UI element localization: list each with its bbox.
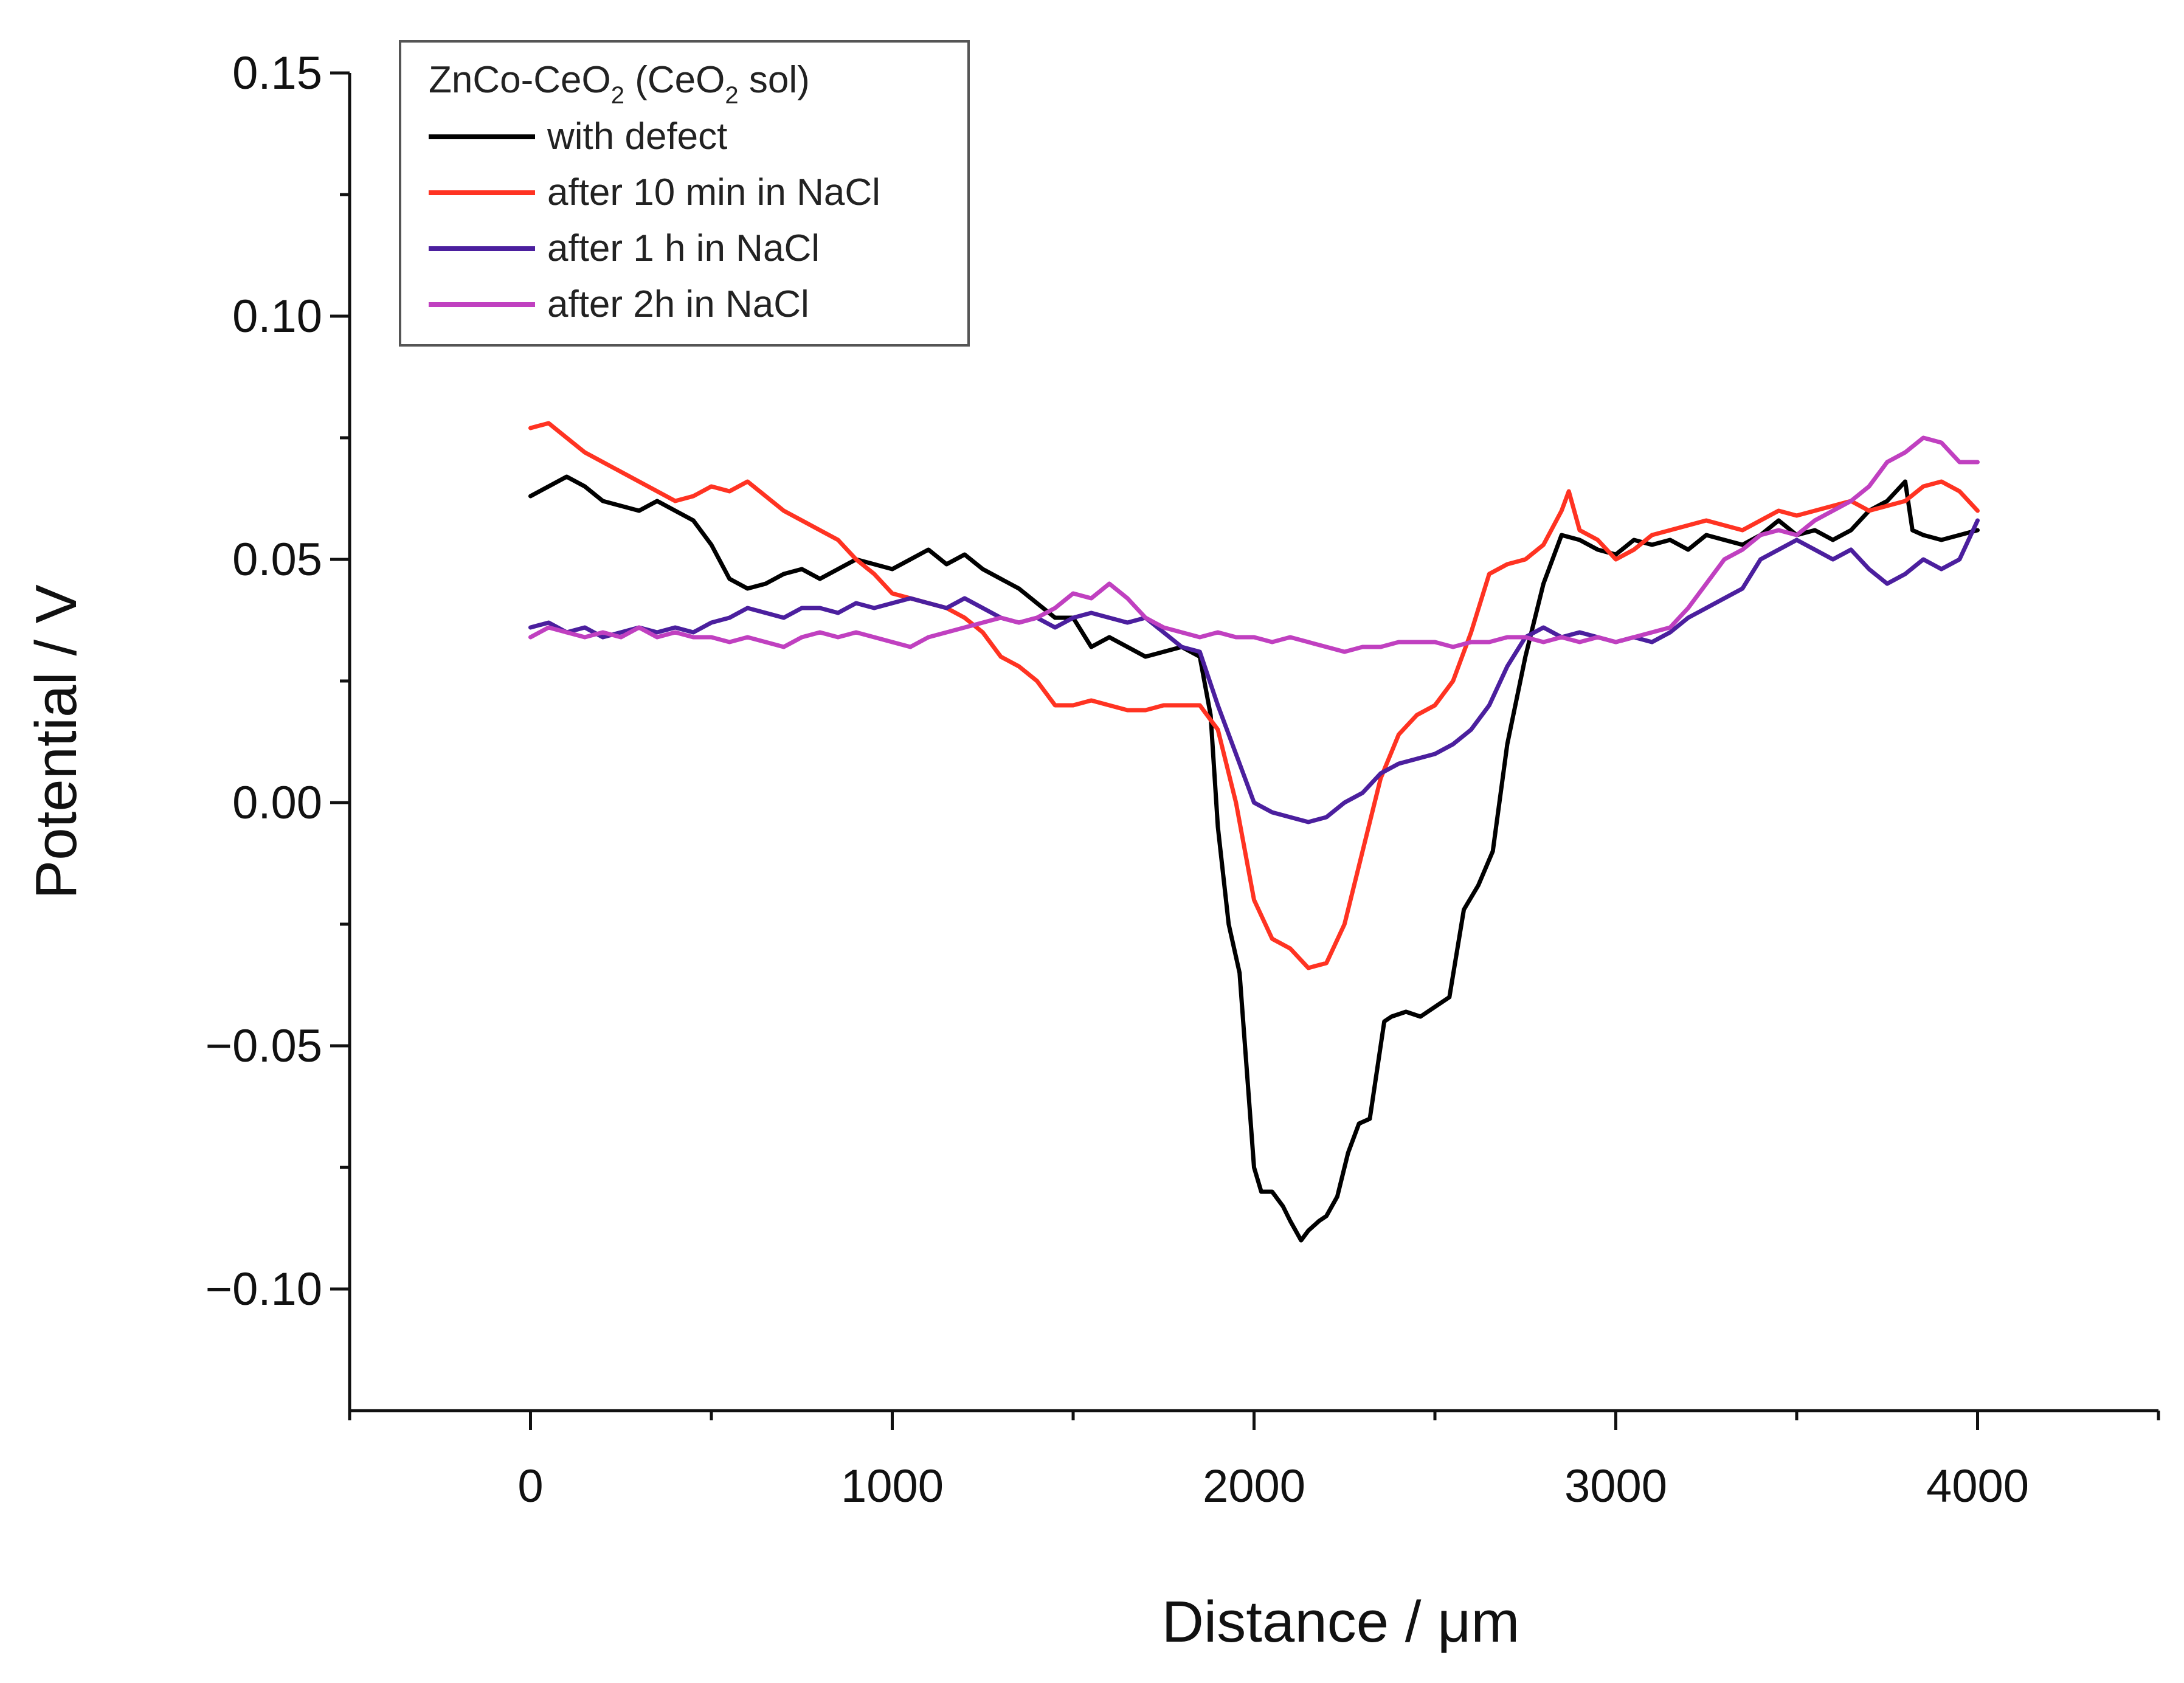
legend-title-sub2: 2 [725, 82, 738, 109]
y-tick-label: 0.05 [232, 534, 322, 586]
series-line-3 [528, 518, 1980, 824]
legend-title-main: ZnCo-CeO [429, 59, 611, 101]
series-line-4 [528, 435, 1980, 654]
y-tick-label: 0.15 [232, 47, 322, 99]
plot-series [528, 421, 1980, 1243]
series-line-1 [528, 474, 1980, 1243]
y-axis-title: Potential / V [24, 584, 89, 899]
legend-label: with defect [547, 116, 727, 157]
y-tick-label: 0.00 [232, 777, 322, 829]
legend-label: after 2h in NaCl [547, 283, 809, 325]
legend-title-mid: (CeO [624, 59, 725, 101]
x-tick-label: 1000 [841, 1460, 944, 1512]
legend-title: ZnCo-CeO2 (CeO2 sol) [429, 59, 810, 109]
legend-entries: with defect after 10 min in NaCl after 1 h… [429, 116, 880, 325]
series-line-2 [528, 421, 1980, 970]
y-tick-label: −0.05 [206, 1020, 322, 1072]
x-tick-label: 3000 [1564, 1460, 1667, 1512]
legend-title-end: sol) [739, 59, 810, 101]
x-tick-label: 4000 [1926, 1460, 2029, 1512]
legend-label: after 10 min in NaCl [547, 171, 880, 213]
y-tick-label: −0.10 [206, 1263, 322, 1315]
legend-label: after 1 h in NaCl [547, 227, 820, 269]
x-axis-title: Distance / μm [1162, 1589, 1520, 1654]
legend-title-sub: 2 [611, 82, 624, 109]
y-tick-label: 0.10 [232, 291, 322, 342]
x-axis: 0 1000 2000 3000 4000 [348, 1411, 2160, 1512]
x-tick-label: 2000 [1203, 1460, 1305, 1512]
y-axis: −0.10 −0.05 0.00 0.05 0.10 0.15 [206, 47, 350, 1315]
x-tick-label: 0 [517, 1460, 543, 1512]
